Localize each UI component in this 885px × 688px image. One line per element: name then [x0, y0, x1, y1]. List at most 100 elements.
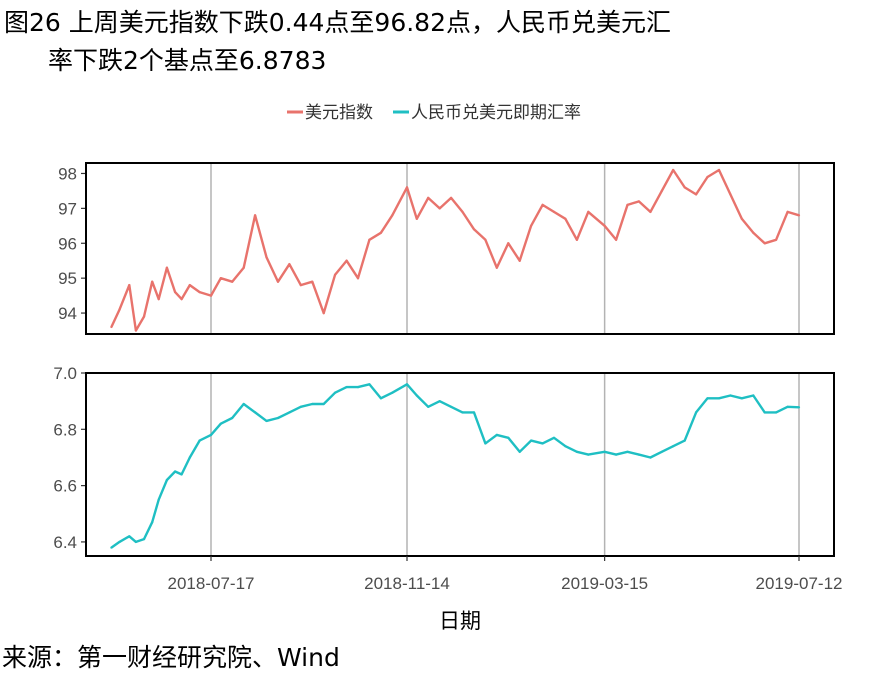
- data-point: [198, 291, 201, 294]
- data-point: [729, 394, 732, 397]
- data-point: [575, 450, 579, 453]
- data-point: [695, 411, 698, 414]
- data-point: [649, 456, 652, 459]
- data-point: [717, 168, 721, 172]
- data-point: [288, 411, 291, 414]
- data-point: [379, 231, 382, 234]
- data-point: [507, 436, 510, 439]
- chart-title-line1: 图26 上周美元指数下跌0.44点至96.82点，人民币兑美元汇: [4, 8, 671, 37]
- data-point: [603, 450, 606, 453]
- data-point: [740, 217, 743, 220]
- data-point: [265, 256, 268, 259]
- data-point: [356, 386, 360, 389]
- x-tick-label-1: 2018-07-17: [168, 574, 255, 593]
- data-point: [209, 433, 213, 436]
- data-point: [626, 450, 629, 453]
- data-point: [797, 214, 801, 217]
- data-point: [564, 217, 567, 220]
- data-point: [368, 383, 371, 386]
- data-point: [142, 315, 146, 318]
- data-point: [683, 439, 686, 442]
- y-tick-label-2-2: 6.6: [53, 477, 77, 496]
- data-point: [564, 445, 567, 448]
- data-point: [134, 329, 137, 332]
- data-point: [472, 411, 476, 414]
- data-point: [311, 402, 314, 406]
- data-point: [311, 280, 314, 283]
- data-point: [134, 540, 137, 544]
- data-point: [763, 411, 766, 414]
- data-point: [415, 217, 418, 220]
- data-point: [265, 419, 268, 422]
- data-point: [461, 411, 464, 414]
- x-tick-label-2: 2018-11-14: [364, 574, 450, 593]
- data-point: [541, 442, 544, 445]
- data-point: [484, 442, 487, 445]
- data-point: [530, 224, 533, 227]
- data-point: [299, 405, 302, 408]
- y-tick-label-2-3: 6.8: [53, 420, 77, 439]
- series-line-cny-rate: [110, 383, 800, 549]
- data-point: [219, 277, 222, 280]
- data-point: [415, 394, 418, 397]
- data-point: [472, 228, 476, 231]
- data-point: [660, 189, 663, 192]
- data-point: [484, 238, 487, 241]
- data-point: [603, 224, 606, 227]
- data-point: [587, 210, 590, 213]
- data-point: [128, 284, 131, 287]
- legend-label-1: 美元指数: [305, 103, 373, 123]
- data-point: [649, 210, 652, 213]
- data-point: [288, 263, 291, 266]
- y-tick-label-1-3: 96: [58, 234, 77, 253]
- data-point: [552, 210, 556, 213]
- data-point: [405, 186, 409, 189]
- data-point: [450, 196, 453, 199]
- data-point: [276, 280, 280, 283]
- data-point: [797, 406, 801, 409]
- panel-frame-2: [85, 372, 835, 557]
- data-point: [552, 436, 556, 439]
- data-point: [729, 193, 732, 196]
- data-point: [165, 266, 168, 269]
- data-point: [174, 291, 177, 294]
- data-point: [626, 203, 629, 206]
- data-point: [427, 405, 430, 408]
- data-point: [427, 196, 430, 199]
- data-point: [188, 284, 191, 287]
- data-point: [695, 193, 698, 196]
- data-point: [180, 298, 183, 301]
- data-point: [752, 394, 755, 397]
- data-point: [683, 186, 686, 189]
- data-point: [672, 168, 675, 172]
- data-point: [254, 411, 257, 414]
- x-axis-title: 日期: [439, 609, 481, 633]
- data-point: [518, 259, 521, 262]
- data-point: [334, 391, 337, 394]
- data-point: [231, 280, 234, 283]
- data-point: [615, 453, 618, 456]
- data-point: [242, 402, 245, 406]
- data-point: [775, 411, 778, 414]
- data-point: [322, 312, 325, 315]
- data-point: [507, 242, 510, 245]
- data-point: [706, 397, 709, 400]
- data-point: [345, 386, 348, 389]
- data-point: [660, 450, 663, 453]
- panel-frame-1: [85, 162, 835, 335]
- y-tick-label-2-4: 7.0: [53, 364, 77, 383]
- data-point: [151, 521, 154, 524]
- data-point: [752, 231, 755, 234]
- data-point: [717, 397, 721, 400]
- y-tick-label-1-1: 94: [58, 304, 77, 323]
- series-line-usd-index: [110, 168, 800, 332]
- data-point: [151, 280, 154, 283]
- data-point: [672, 445, 675, 448]
- y-tick-label-2-1: 6.4: [53, 533, 77, 552]
- data-point: [637, 200, 641, 203]
- data-point: [180, 473, 183, 476]
- x-tick-label-4: 2019-07-12: [756, 574, 843, 593]
- data-point: [530, 439, 533, 442]
- data-point: [518, 450, 521, 453]
